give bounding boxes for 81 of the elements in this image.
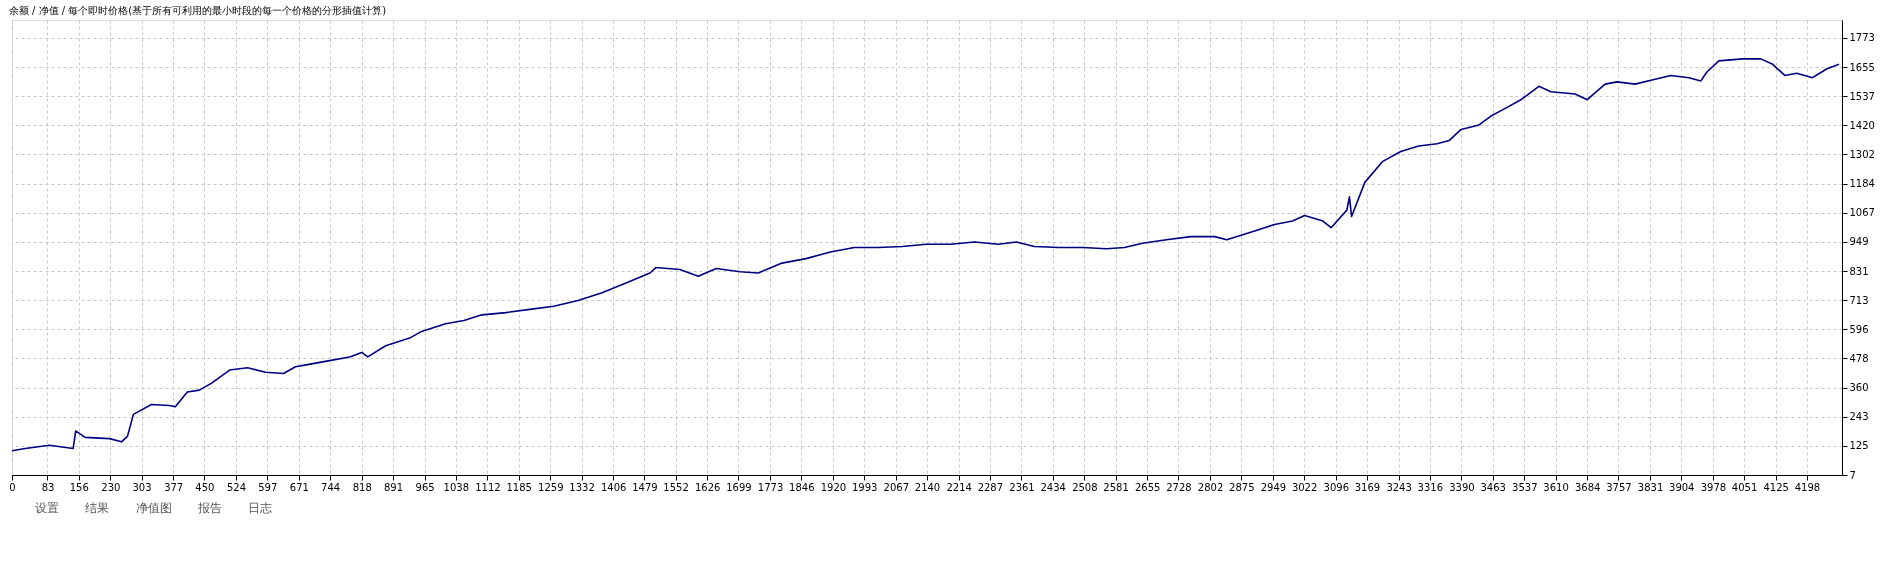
y-tick-label: 1184 [1849,178,1875,190]
x-tick-label: 1846 [789,481,815,493]
x-tick-label: 3169 [1354,481,1381,493]
x-tick-label: 303 [132,481,152,493]
x-tick-label: 891 [383,481,404,493]
x-tick-label: 3463 [1480,481,1506,493]
x-tick-label: 2949 [1260,481,1287,493]
y-tick-label: 360 [1849,382,1869,394]
x-tick-label: 1773 [757,481,784,493]
x-tick-label: 2581 [1103,481,1129,493]
text: 净值图 [135,501,172,515]
x-tick-label: 1038 [443,481,470,493]
x-tick-label: 377 [164,481,184,493]
text: 报告 [197,501,222,515]
x-tick-label: 3684 [1574,481,1601,493]
y-tick-label: 713 [1849,294,1869,306]
x-tick-label: 3904 [1669,481,1695,493]
chart-title: 余额 / 净值 / 每个即时价格(基于所有可利用的最小时段的每一个价格的分形插值计算) [8,5,387,16]
x-tick-label: 3831 [1637,481,1664,493]
y-tick-label: 243 [1849,411,1869,423]
y-tick-label: 831 [1849,265,1869,277]
x-tick-label: 83 [41,481,55,493]
x-tick-label: 3390 [1449,481,1475,493]
x-tick-label: 2361 [1009,481,1035,493]
x-tick-label: 3316 [1417,481,1444,493]
text: 日志 [248,501,272,515]
x-tick-label: 3978 [1700,481,1727,493]
x-tick-label: 2434 [1040,481,1066,493]
x-tick-label: 965 [415,481,435,493]
y-tick-label: 596 [1849,323,1869,335]
x-tick-label: 1185 [506,481,532,493]
x-tick-label: 2067 [883,481,910,493]
x-tick-label: 230 [101,481,121,493]
x-tick-label: 4198 [1794,481,1821,493]
line-series [11,58,1840,452]
y-tick-label: 1655 [1849,61,1875,73]
y-tick-label: 7 [1849,469,1856,481]
x-tick-label: 156 [69,481,89,493]
x-tick-label: 597 [258,481,278,493]
x-tick-label: 1406 [600,481,627,493]
x-tick-label: 2508 [1072,481,1098,493]
x-tick-label: 744 [321,481,341,493]
text: 设置 [35,501,59,515]
y-tick-label: 125 [1849,440,1869,452]
x-tick-label: 3537 [1512,481,1538,493]
x-tick-label: 2875 [1229,481,1255,493]
x-tick-label: 1993 [851,481,878,493]
y-tick-label: 1537 [1849,90,1875,102]
x-tick-label: 2728 [1166,481,1192,493]
x-tick-label: 3096 [1323,481,1349,493]
x-tick-label: 3610 [1543,481,1569,493]
x-tick-label: 2287 [977,481,1004,493]
x-tick-label: 671 [289,481,309,493]
y-tick-label: 1773 [1849,32,1875,44]
x-tick-label: 4051 [1731,481,1758,493]
text: 结果 [85,501,109,515]
x-tick-label: 1332 [569,481,595,493]
x-tick-label: 2140 [914,481,941,493]
x-tick-label: 1112 [475,481,501,493]
x-tick-label: 0 [9,481,16,493]
x-tick-label: 2214 [946,481,972,493]
x-tick-label: 1626 [695,481,721,493]
x-tick-label: 3022 [1291,481,1318,493]
y-tick-label: 1067 [1849,207,1875,219]
x-tick-label: 4125 [1763,481,1789,493]
x-tick-label: 1479 [632,481,658,493]
y-tick-label: 478 [1849,352,1869,364]
x-tick-label: 2802 [1197,481,1224,493]
x-tick-label: 1259 [538,481,564,493]
y-tick-label: 949 [1849,236,1869,248]
y-tick-label: 1420 [1849,119,1875,131]
x-tick-label: 524 [227,481,247,493]
x-tick-label: 3243 [1386,481,1412,493]
x-tick-label: 1920 [820,481,847,493]
y-tick-label: 1302 [1849,148,1875,160]
x-tick-label: 818 [352,481,372,493]
x-tick-label: 1699 [726,481,752,493]
x-tick-label: 3757 [1606,481,1632,493]
x-tick-label: 450 [195,481,215,493]
x-tick-label: 1552 [663,481,689,493]
x-tick-label: 2655 [1134,481,1161,493]
